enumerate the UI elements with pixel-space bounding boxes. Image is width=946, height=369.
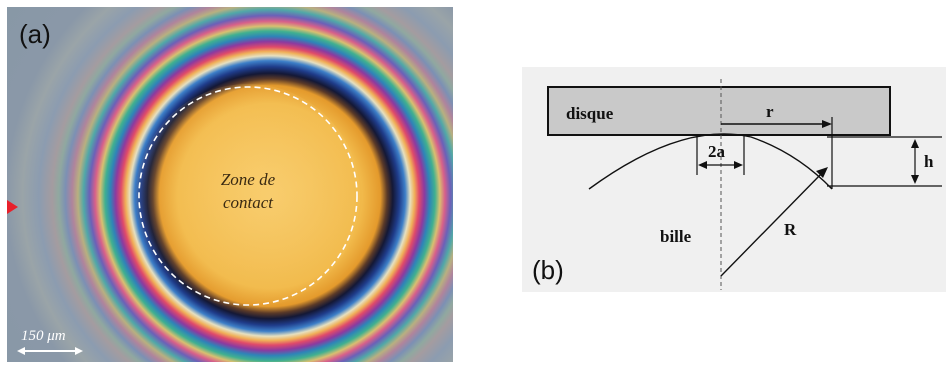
contact-zone-glow <box>136 84 360 308</box>
disk-label: disque <box>566 104 614 123</box>
radius-line <box>720 170 825 277</box>
panel-b-label: (b) <box>532 255 564 285</box>
scale-bar-label: 150 μm <box>21 328 66 344</box>
big-r-label: R <box>784 220 797 239</box>
h-label: h <box>924 152 934 171</box>
edge-marker-triangle <box>7 200 18 214</box>
schematic-svg: disque r 2a h R bille (b) <box>522 67 946 292</box>
scale-bar-arrow <box>17 347 83 355</box>
radius-arrowhead <box>816 167 828 178</box>
ball-label: bille <box>660 227 692 246</box>
zone-label-line2: contact <box>223 193 274 212</box>
ball-profile-arc <box>588 133 833 190</box>
two-a-arrow-right <box>734 161 743 169</box>
panel-a-interferogram: (a) Zone de contact 150 μm <box>7 7 453 362</box>
two-a-label: 2a <box>708 142 726 161</box>
h-arrow-top <box>911 139 919 148</box>
panel-a-label: (a) <box>19 19 51 49</box>
contact-boundary-dashed <box>138 86 358 306</box>
r-arrowhead <box>822 120 832 128</box>
interferogram-svg: (a) Zone de contact 150 μm <box>7 7 453 362</box>
r-label: r <box>766 102 774 121</box>
zone-label-line1: Zone de <box>221 170 276 189</box>
disk-rect <box>547 86 891 136</box>
panel-b-schematic: disque r 2a h R bille (b) <box>522 67 946 292</box>
two-a-arrow-left <box>698 161 707 169</box>
h-arrow-bottom <box>911 175 919 184</box>
